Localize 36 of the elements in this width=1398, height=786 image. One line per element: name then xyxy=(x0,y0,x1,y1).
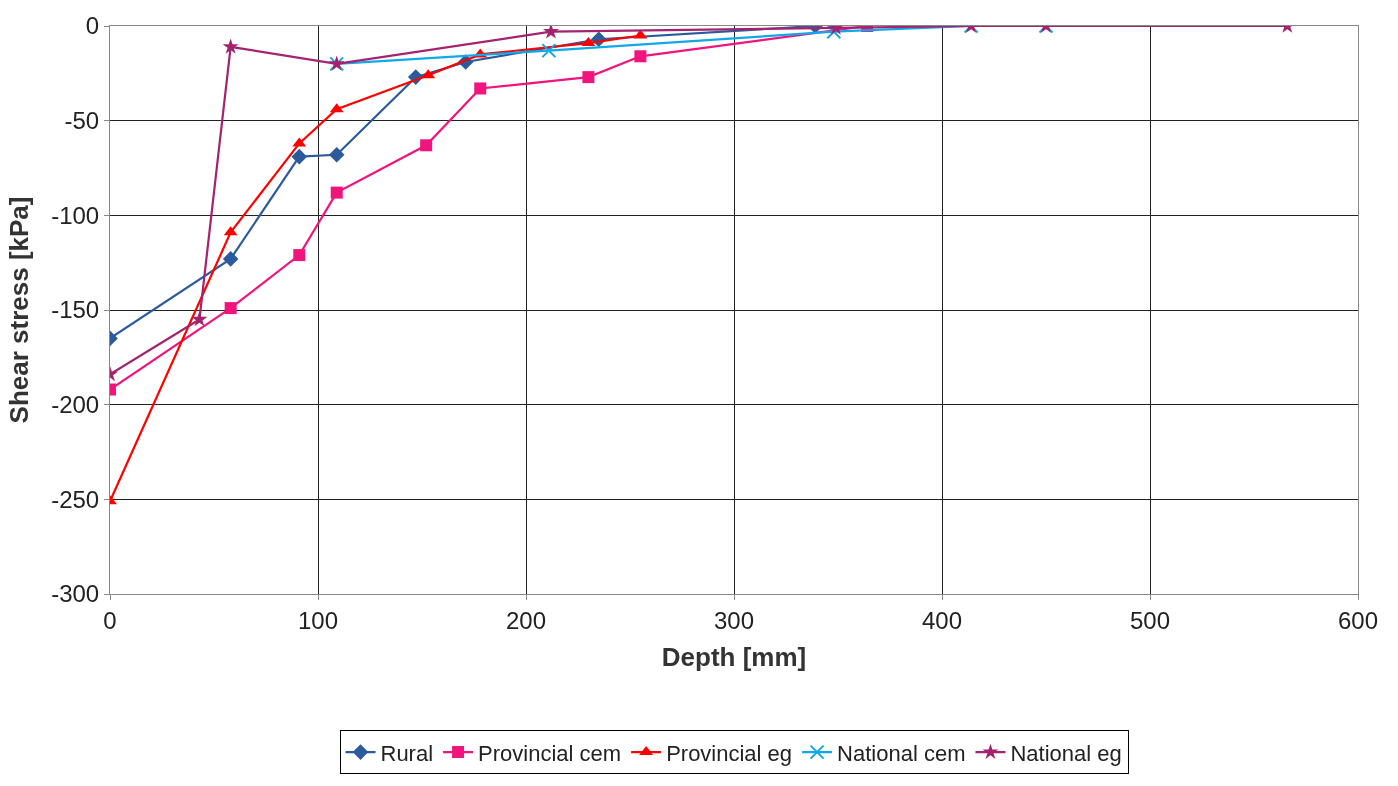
point xyxy=(474,82,487,95)
point xyxy=(222,38,239,54)
y-tick-label: -200 xyxy=(51,391,100,419)
x-tick-label: 300 xyxy=(713,606,755,634)
x-tick-label: 200 xyxy=(505,606,547,634)
point xyxy=(328,146,345,163)
point xyxy=(330,186,343,199)
point xyxy=(191,311,208,327)
point xyxy=(293,249,306,262)
legend-label: Provincial cem xyxy=(478,740,622,766)
y-tick-label: -250 xyxy=(51,485,100,513)
y-tick-label: -50 xyxy=(64,107,100,135)
x-tick-label: 500 xyxy=(1129,606,1171,634)
point xyxy=(224,302,237,315)
legend-label: National eg xyxy=(1010,740,1122,766)
point xyxy=(420,139,433,152)
point xyxy=(582,71,595,84)
legend-label: Rural xyxy=(380,740,434,766)
y-axis-title: Shear stress [kPa] xyxy=(3,196,34,424)
point xyxy=(542,26,559,39)
x-axis-title: Depth [mm] xyxy=(661,642,807,673)
x-tick-label: 400 xyxy=(921,606,963,634)
y-tick-label: -100 xyxy=(51,201,100,229)
x-tick-label: 600 xyxy=(1337,606,1379,634)
x-tick-label: 0 xyxy=(103,606,117,634)
point xyxy=(541,43,557,59)
legend-label: National cem xyxy=(837,740,966,766)
point xyxy=(826,26,842,40)
legend-label: Provincial eg xyxy=(666,740,793,766)
x-tick-label: 100 xyxy=(297,606,339,634)
point xyxy=(634,50,647,63)
point xyxy=(291,148,308,165)
y-tick-label: 0 xyxy=(85,12,100,40)
y-tick-label: -300 xyxy=(51,580,100,608)
y-tick-label: -150 xyxy=(51,296,100,324)
point xyxy=(222,251,239,267)
